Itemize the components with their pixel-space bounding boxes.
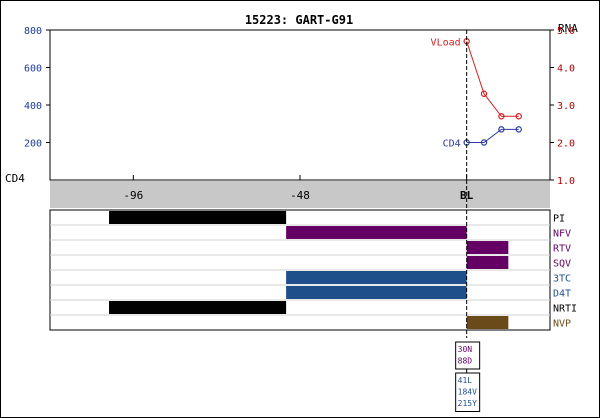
drug-label-3tc: 3TC (553, 274, 571, 285)
series-point-vload (498, 113, 505, 120)
drug-label-nvp: NVP (553, 319, 571, 330)
mutation-label: 184V (458, 388, 477, 397)
series-line-cd4 (466, 128, 519, 143)
series-label-vload: VLoad (431, 37, 461, 48)
mutation-box (455, 372, 481, 412)
x-axis-tick-label: -96 (123, 189, 143, 202)
left-axis-tick-label: 200 (24, 139, 42, 150)
right-axis-tick-label: 3.0 (557, 101, 575, 112)
mutation-label: 215Y (458, 399, 477, 408)
series-point-cd4 (515, 126, 522, 133)
mutation-label: 30N (458, 345, 473, 354)
series-point-cd4 (498, 126, 505, 133)
mutation-box (455, 341, 481, 370)
left-axis-tick-label: 400 (24, 101, 42, 112)
drug-label-nfv: NFV (553, 229, 571, 240)
drug-bar-d4t (286, 286, 467, 299)
drug-bar-nrti (109, 301, 287, 314)
drug-label-rtv: RTV (553, 244, 571, 255)
right-axis-label: RNA (558, 22, 578, 35)
drug-label-d4t: D4T (553, 289, 571, 300)
right-axis-tick-label: 2.0 (557, 139, 575, 150)
right-axis-tick-label: 5.0 (557, 26, 575, 37)
series-point-vload (480, 90, 488, 97)
left-axis-label: CD4 (5, 172, 25, 185)
series-point-vload (515, 113, 522, 120)
chart-title: 15223: GART-G91 (245, 13, 353, 27)
series-line-vload (466, 41, 519, 117)
drug-bar-nfv (286, 226, 467, 239)
drug-bar-pi (109, 211, 287, 224)
x-axis-tick-label: -48 (290, 189, 310, 202)
right-axis-tick-label: 1.0 (557, 176, 575, 187)
right-axis-tick-label: 4.0 (557, 64, 575, 75)
series-point-cd4 (480, 139, 488, 146)
left-axis-tick-label: 800 (24, 26, 42, 37)
left-axis-tick-label: 600 (24, 64, 42, 75)
drug-bar-sqv (466, 256, 509, 269)
drug-label-sqv: SQV (553, 259, 571, 270)
mutation-label: 41L (458, 376, 473, 385)
drug-label-nrti: NRTI (553, 304, 577, 315)
drug-bar-rtv (466, 241, 509, 254)
drug-bar-nvp (466, 316, 509, 329)
mutation-label: 88D (458, 357, 473, 366)
series-label-cd4: CD4 (443, 139, 461, 150)
drug-label-pi: PI (553, 214, 565, 225)
drug-bar-3tc (286, 271, 467, 284)
